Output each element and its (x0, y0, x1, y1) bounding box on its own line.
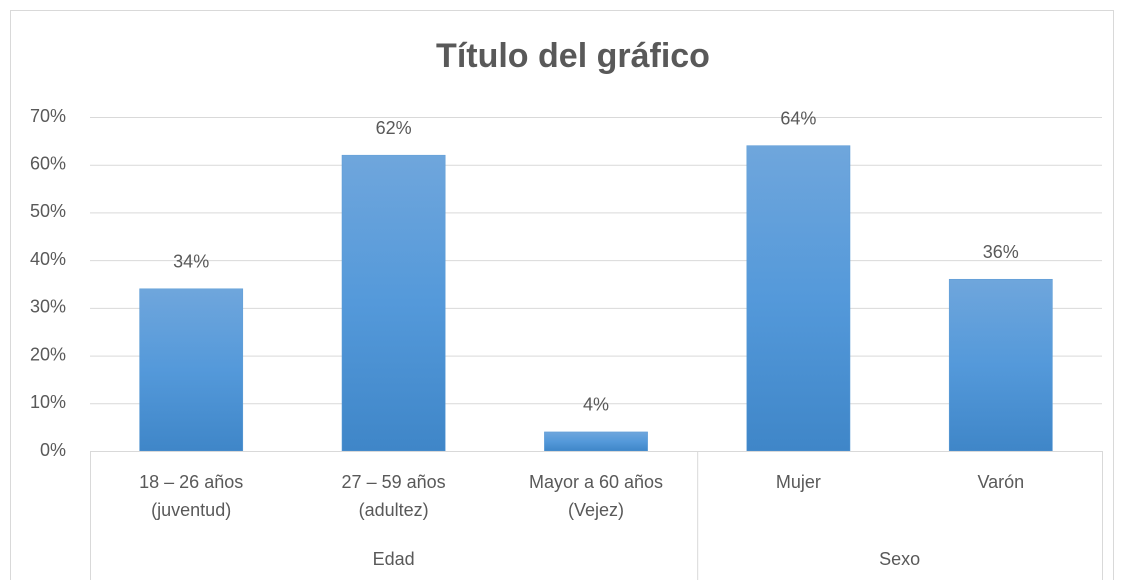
y-tick-label: 20% (30, 344, 66, 364)
bar (948, 278, 1053, 452)
value-label: 62% (376, 118, 412, 138)
group-label: Edad (373, 549, 415, 569)
x-tick-label: Varón (977, 472, 1025, 492)
value-label: 64% (780, 108, 816, 128)
chart-title: Título del gráfico (436, 37, 710, 75)
bar (746, 145, 851, 452)
x-tick-label: Mujer (775, 472, 821, 492)
y-tick-label: 70% (30, 106, 66, 126)
value-label: 36% (983, 242, 1019, 262)
y-tick-label: 10% (30, 392, 66, 412)
group-label: Sexo (879, 549, 920, 569)
y-tick-label: 50% (30, 201, 66, 221)
bar (544, 431, 648, 452)
chart-border (10, 10, 1114, 580)
y-tick-label: 60% (30, 153, 66, 173)
y-tick-label: 30% (30, 297, 66, 317)
value-label: 4% (583, 395, 609, 415)
x-tick-label: Mayor a 60 años (Vejez) (528, 472, 664, 520)
x-tick-label: 27 – 59 años (adultez) (341, 472, 446, 520)
x-tick-label: 18 – 26 años (juventud) (139, 472, 244, 520)
bar (341, 154, 446, 452)
value-label: 34% (173, 252, 209, 272)
bar (139, 288, 244, 452)
y-tick-label: 0% (40, 440, 66, 460)
y-tick-label: 40% (30, 249, 66, 269)
